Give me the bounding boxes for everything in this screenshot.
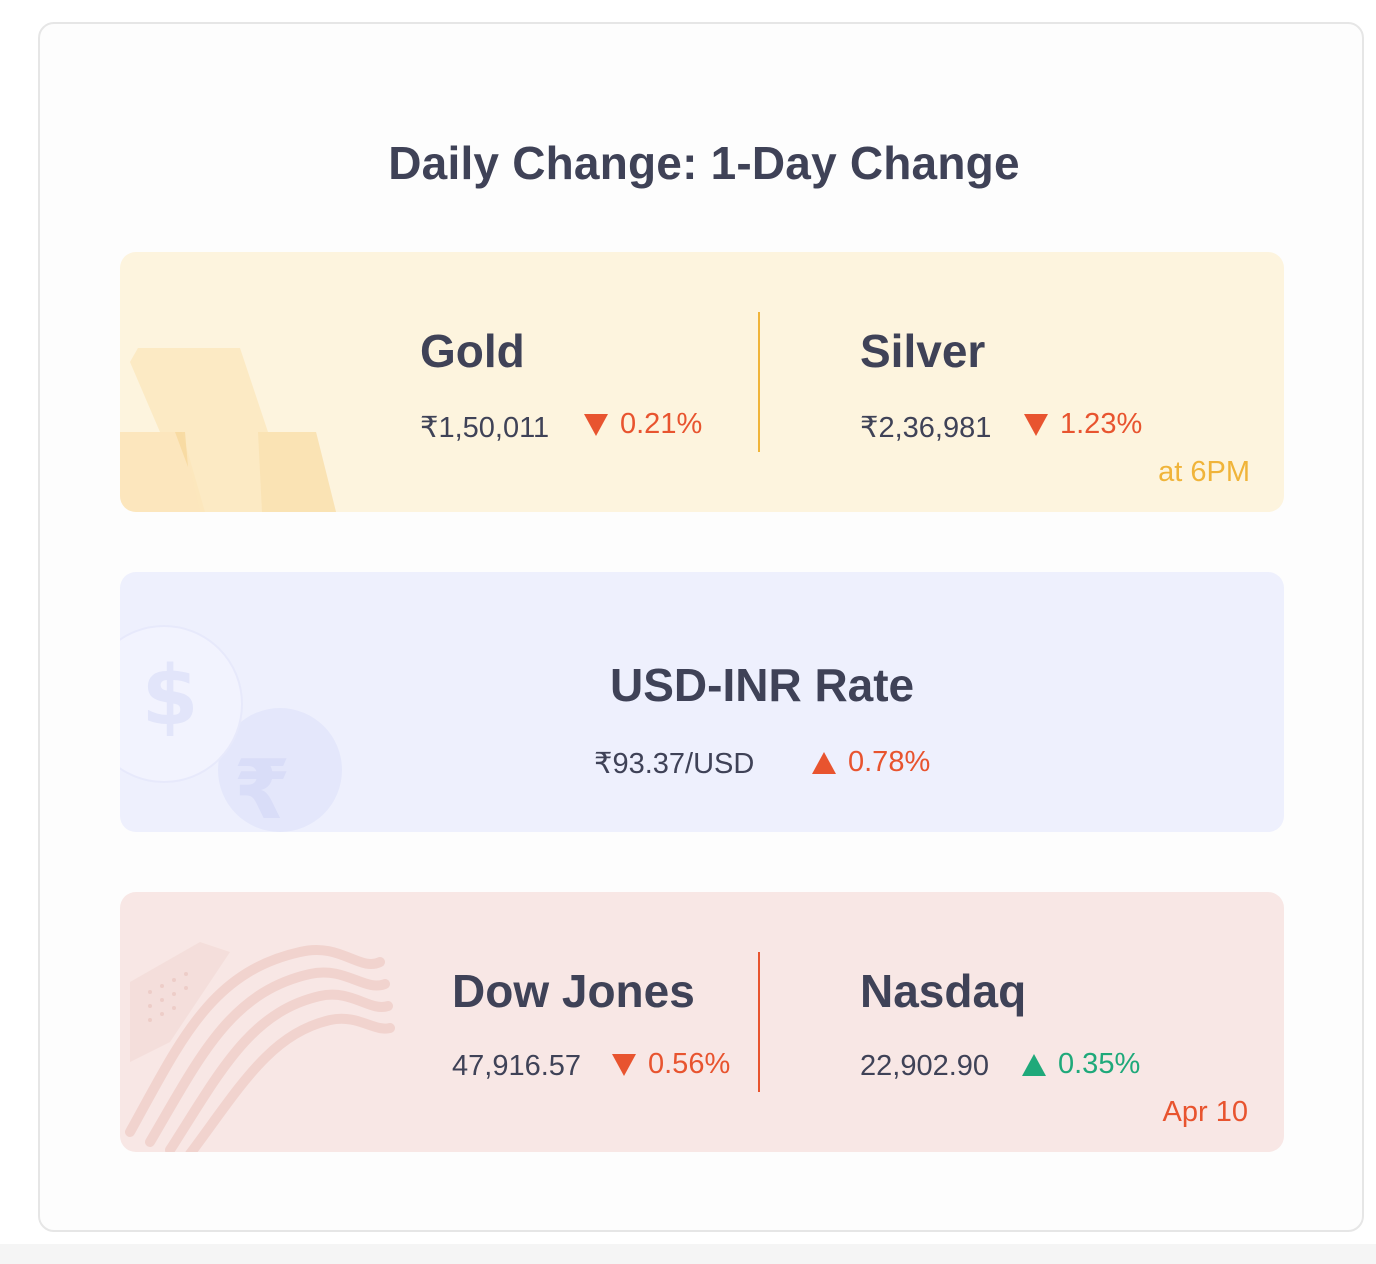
down-triangle-icon <box>1024 413 1048 436</box>
gold-bars-icon <box>120 348 336 512</box>
metals-card[interactable]: Gold ₹1,50,011 0.21% Silver ₹2,36,981 1.… <box>120 252 1284 512</box>
dow-change-value: 0.56% <box>648 1048 731 1080</box>
metals-timestamp: at 6PM <box>1158 456 1250 488</box>
nasdaq-change: 0.35% <box>1022 1048 1140 1081</box>
usd-inr-price: ₹93.37/USD <box>594 748 755 780</box>
gold-change: 0.21% <box>584 408 702 441</box>
gold-name: Gold <box>420 325 525 377</box>
page-bottom-strip <box>0 1244 1376 1264</box>
us-markets-timestamp: Apr 10 <box>1162 1096 1248 1128</box>
up-triangle-icon <box>812 751 836 774</box>
silver-change-value: 1.23% <box>1060 408 1143 440</box>
silver-price: ₹2,36,981 <box>860 412 992 444</box>
gold-change-value: 0.21% <box>620 408 703 440</box>
panel-title: Daily Change: 1-Day Change <box>388 137 1020 189</box>
dow-change: 0.56% <box>612 1048 730 1081</box>
down-triangle-icon <box>584 413 608 436</box>
us-markets-divider <box>758 952 760 1092</box>
nasdaq-name: Nasdaq <box>860 965 1027 1017</box>
up-triangle-icon <box>1022 1053 1046 1076</box>
down-triangle-icon <box>612 1053 636 1076</box>
dow-name: Dow Jones <box>452 965 695 1017</box>
us-markets-card[interactable]: Dow Jones 47,916.57 0.56% Nasdaq 22,902.… <box>120 892 1284 1152</box>
gold-price: ₹1,50,011 <box>420 412 550 444</box>
nasdaq-change-value: 0.35% <box>1058 1048 1141 1080</box>
dow-price: 47,916.57 <box>452 1050 582 1082</box>
us-flag-icon <box>125 942 395 1152</box>
usd-inr-change-value: 0.78% <box>848 746 931 778</box>
currency-coins-decoration: $ ₹ <box>120 625 342 832</box>
silver-change: 1.23% <box>1024 408 1142 441</box>
rupee-coin-icon: ₹ <box>233 743 290 832</box>
dollar-coin-icon: $ <box>141 649 198 744</box>
metals-divider <box>758 312 760 452</box>
usd-inr-name: USD-INR Rate <box>610 659 915 711</box>
nasdaq-price: 22,902.90 <box>860 1050 990 1082</box>
usd-inr-change: 0.78% <box>812 746 930 779</box>
usd-inr-card[interactable]: $ ₹ USD-INR Rate ₹93.37/USD 0.78% <box>120 572 1284 832</box>
silver-name: Silver <box>860 325 986 377</box>
